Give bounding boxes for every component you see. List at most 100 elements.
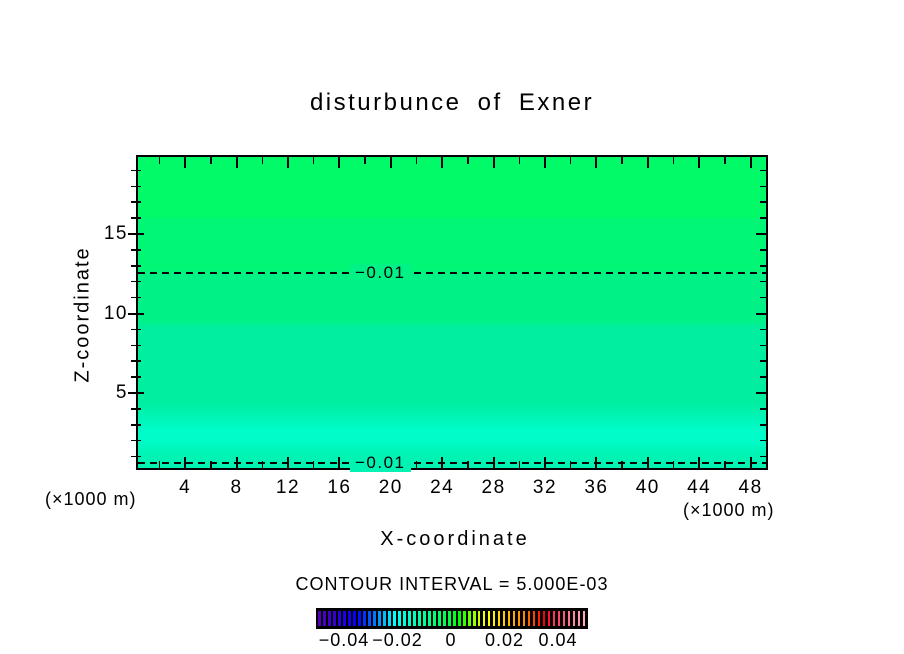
- contour-interval-note: CONTOUR INTERVAL = 5.000E-03: [295, 574, 609, 594]
- tick-mark: [210, 157, 212, 164]
- tick-mark: [312, 157, 315, 164]
- tick-mark: [261, 461, 264, 468]
- tick-mark: [756, 312, 766, 315]
- tick-mark: [467, 157, 469, 164]
- colorbar: [316, 608, 588, 629]
- colorbar-stripe: [552, 611, 556, 626]
- colorbar-stripe: [517, 611, 521, 626]
- tick-mark: [760, 455, 766, 458]
- colorbar-stripe: [443, 611, 446, 626]
- colorbar-tick-label: −0.02: [372, 630, 423, 650]
- tick-mark: [235, 157, 238, 168]
- colorbar-stripe: [438, 611, 441, 626]
- colorbar-stripe: [418, 611, 421, 626]
- colorbar-stripe: [423, 611, 426, 626]
- tick-mark: [287, 157, 289, 168]
- colorbar-stripe: [502, 611, 506, 626]
- colorbar-stripe: [477, 611, 481, 626]
- colorbar-stripe: [497, 611, 501, 626]
- tick-mark: [698, 157, 701, 168]
- tick-mark: [621, 461, 623, 468]
- tick-mark: [128, 233, 144, 235]
- contour-line-label: −0.01: [350, 454, 411, 472]
- tick-mark: [518, 461, 521, 468]
- tick-mark: [415, 461, 418, 468]
- tick-mark: [261, 157, 264, 164]
- tick-mark: [131, 424, 141, 426]
- x-axis-tick-label: 48: [738, 477, 763, 498]
- tick-mark: [760, 376, 766, 378]
- tick-mark: [131, 408, 141, 410]
- x-axis-tick-label: 8: [230, 477, 243, 498]
- tick-mark: [389, 157, 392, 168]
- tick-mark: [621, 157, 623, 164]
- tick-mark: [595, 157, 598, 168]
- tick-mark: [131, 296, 141, 299]
- tick-mark: [760, 408, 766, 410]
- x-axis-tick-label: 36: [584, 477, 609, 498]
- colorbar-stripe: [567, 611, 571, 626]
- colorbar-stripe: [458, 611, 461, 626]
- x-axis-tick-label: 40: [635, 477, 660, 498]
- tick-mark: [210, 461, 212, 468]
- tick-mark: [646, 157, 649, 168]
- colorbar-stripe: [532, 611, 536, 626]
- colorbar-stripe: [353, 611, 356, 626]
- tick-mark: [131, 169, 141, 172]
- contour-line: [138, 272, 766, 274]
- tick-mark: [492, 157, 495, 168]
- tick-mark: [724, 157, 726, 164]
- tick-mark: [544, 157, 546, 168]
- colorbar-stripe: [562, 611, 566, 626]
- colorbar-stripe: [527, 611, 531, 626]
- plot-area: −0.01 −0.01: [128, 155, 768, 472]
- tick-mark: [467, 461, 469, 468]
- colorbar-stripe: [318, 611, 321, 626]
- x-axis-unit-label: (×1000 m): [683, 500, 775, 520]
- colorbar-stripe: [577, 611, 581, 626]
- tick-mark: [760, 360, 766, 362]
- colorbar-tick-label: 0.02: [484, 630, 525, 650]
- tick-mark: [312, 461, 315, 468]
- colorbar-stripe: [537, 611, 541, 626]
- tick-mark: [131, 201, 141, 203]
- x-axis-tick-label: 20: [378, 477, 403, 498]
- tick-mark: [131, 185, 141, 188]
- tick-mark: [518, 157, 521, 164]
- tick-mark: [569, 461, 572, 468]
- colorbar-stripe: [338, 611, 341, 626]
- tick-mark: [760, 296, 766, 299]
- tick-mark: [128, 392, 144, 394]
- contour-line-label: −0.01: [350, 264, 411, 282]
- tick-mark: [131, 328, 141, 331]
- colorbar-stripe: [492, 611, 496, 626]
- tick-mark: [131, 376, 141, 378]
- y-axis-tick-label: 5: [115, 382, 128, 403]
- tick-mark: [131, 280, 141, 283]
- tick-mark: [760, 169, 766, 172]
- tick-mark: [724, 461, 726, 468]
- colorbar-tick-label: −0.04: [318, 630, 370, 650]
- tick-mark: [672, 157, 675, 164]
- colorbar-stripe: [343, 611, 346, 626]
- colorbar-stripe: [487, 611, 491, 626]
- colorbar-stripe: [428, 611, 431, 626]
- tick-mark: [184, 157, 187, 168]
- tick-mark: [364, 157, 366, 164]
- colorbar-stripe: [453, 611, 456, 626]
- y-axis-tick-label: 10: [103, 302, 128, 324]
- tick-mark: [760, 344, 766, 347]
- colorbar-stripe: [333, 611, 336, 626]
- tick-mark: [415, 157, 418, 164]
- colorbar-stripe: [408, 611, 411, 626]
- colorbar-stripe: [507, 611, 511, 626]
- x-axis-tick-label: 44: [687, 477, 712, 498]
- tick-mark: [338, 157, 341, 168]
- colorbar-stripe: [413, 611, 416, 626]
- x-axis-tick-label: 12: [275, 477, 301, 498]
- colorbar-stripe: [403, 611, 406, 626]
- colorbar-stripe: [393, 611, 396, 626]
- tick-mark: [760, 328, 766, 331]
- tick-mark: [760, 424, 766, 426]
